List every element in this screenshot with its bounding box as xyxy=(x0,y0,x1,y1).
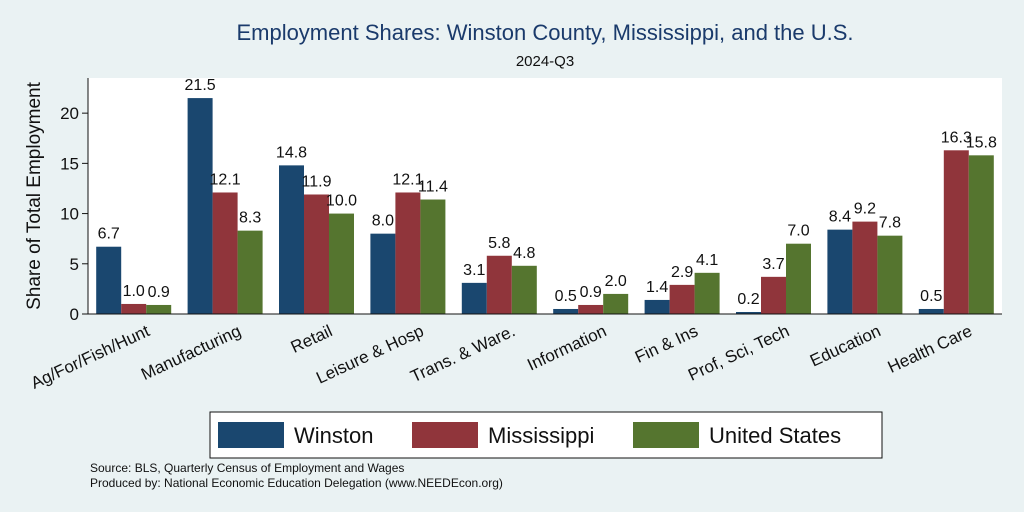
bar-winston xyxy=(736,311,761,314)
source-note: Source: BLS, Quarterly Census of Employm… xyxy=(90,461,404,475)
data-labels-group: 6.71.0 0.921.512.18.314.811.910.08.012.11… xyxy=(98,77,997,308)
legend-box xyxy=(209,411,883,459)
bar-winston xyxy=(96,246,122,314)
legend-label: Mississippi xyxy=(488,423,594,448)
data-label: 16.3 xyxy=(941,129,972,146)
category-label: Fin & Ins xyxy=(632,321,701,367)
data-label: 12.1 xyxy=(210,171,241,188)
bar-united-states xyxy=(877,235,903,314)
category-label: Education xyxy=(807,321,884,370)
bar-winston xyxy=(461,282,487,314)
bar-mississippi xyxy=(212,192,238,314)
bars-group xyxy=(96,98,994,314)
data-label: 12.1 xyxy=(392,171,423,188)
data-label: 0.2 xyxy=(737,291,759,308)
data-label: 7.0 xyxy=(787,223,809,240)
data-label: 1.0 xyxy=(123,283,145,300)
data-label: 11.4 xyxy=(418,179,448,196)
data-label: 8.0 xyxy=(372,213,394,230)
bar-winston xyxy=(827,229,853,314)
data-label: 3.7 xyxy=(762,256,784,273)
bar-winston xyxy=(187,98,213,314)
bar-mississippi xyxy=(121,303,147,314)
data-label: 8.4 xyxy=(829,209,851,226)
data-label: 5.8 xyxy=(488,235,510,252)
y-axis: 0 5 10 15 20 xyxy=(60,78,89,324)
bar-mississippi xyxy=(852,221,878,314)
data-label: 0.5 xyxy=(920,288,942,305)
bar-united-states xyxy=(146,304,172,314)
data-label: 8.3 xyxy=(239,210,261,227)
data-label: 6.7 xyxy=(98,226,120,243)
bar-mississippi xyxy=(761,276,786,314)
y-tick-label: 10 xyxy=(60,205,79,224)
bar-united-states xyxy=(968,155,994,314)
category-label: Ag/For/Fish/Hunt xyxy=(28,321,153,393)
data-label: 3.1 xyxy=(463,262,485,279)
y-tick-label: 20 xyxy=(60,104,79,123)
bar-winston xyxy=(644,299,670,314)
bar-united-states xyxy=(786,243,811,314)
y-axis-label: Share of Total Employment xyxy=(24,81,45,309)
chart-title: Employment Shares: Winston County, Missi… xyxy=(236,20,853,45)
data-label: 0.9 xyxy=(148,284,170,301)
data-label: 1.4 xyxy=(646,279,668,296)
data-label: 2.0 xyxy=(605,273,627,290)
category-label: Information xyxy=(524,321,609,374)
bar-mississippi xyxy=(395,192,421,314)
bar-winston xyxy=(553,308,579,314)
legend-swatch-mississippi xyxy=(412,422,478,448)
data-label: 9.2 xyxy=(854,201,876,218)
bar-winston xyxy=(279,165,304,314)
bar-mississippi xyxy=(578,304,604,314)
bar-united-states xyxy=(511,265,537,314)
data-label: 0.5 xyxy=(555,288,577,305)
data-label: 14.8 xyxy=(276,144,307,161)
data-label: 4.1 xyxy=(696,252,718,269)
data-label: 0.9 xyxy=(580,284,602,301)
bar-winston xyxy=(370,233,396,314)
category-label: Retail xyxy=(288,321,335,357)
data-label: 10.0 xyxy=(326,193,357,210)
data-label: 11.9 xyxy=(302,173,332,190)
legend-swatch-winston xyxy=(218,422,284,448)
y-tick-label: 15 xyxy=(60,154,79,173)
legend-swatch-united-states xyxy=(633,422,699,448)
bar-mississippi xyxy=(304,194,329,314)
category-label: Manufacturing xyxy=(138,321,244,384)
data-label: 7.8 xyxy=(879,215,901,232)
bar-winston xyxy=(918,308,944,314)
data-label: 4.8 xyxy=(513,245,535,262)
bar-united-states xyxy=(420,199,446,314)
category-label: Health Care xyxy=(885,321,975,377)
category-label: Prof, Sci, Tech xyxy=(685,321,792,384)
chart-subtitle: 2024-Q3 xyxy=(516,53,574,70)
legend: Winston Mississippi United States xyxy=(209,411,883,459)
bar-united-states xyxy=(603,293,629,314)
bar-mississippi xyxy=(486,255,512,314)
legend-label: United States xyxy=(709,423,841,448)
bar-mississippi xyxy=(669,284,695,314)
y-tick-label: 5 xyxy=(70,255,79,274)
bar-mississippi xyxy=(943,150,969,314)
data-label: 15.8 xyxy=(966,134,997,151)
data-label: 2.9 xyxy=(671,264,693,281)
legend-label: Winston xyxy=(294,423,373,448)
bar-united-states xyxy=(694,272,720,314)
category-label: Trans. & Ware. xyxy=(408,321,518,386)
bar-united-states xyxy=(329,213,354,314)
data-label: 21.5 xyxy=(185,77,216,94)
bar-united-states xyxy=(237,230,263,314)
produced-note: Produced by: National Economic Education… xyxy=(90,476,503,490)
y-tick-label: 0 xyxy=(70,305,79,324)
